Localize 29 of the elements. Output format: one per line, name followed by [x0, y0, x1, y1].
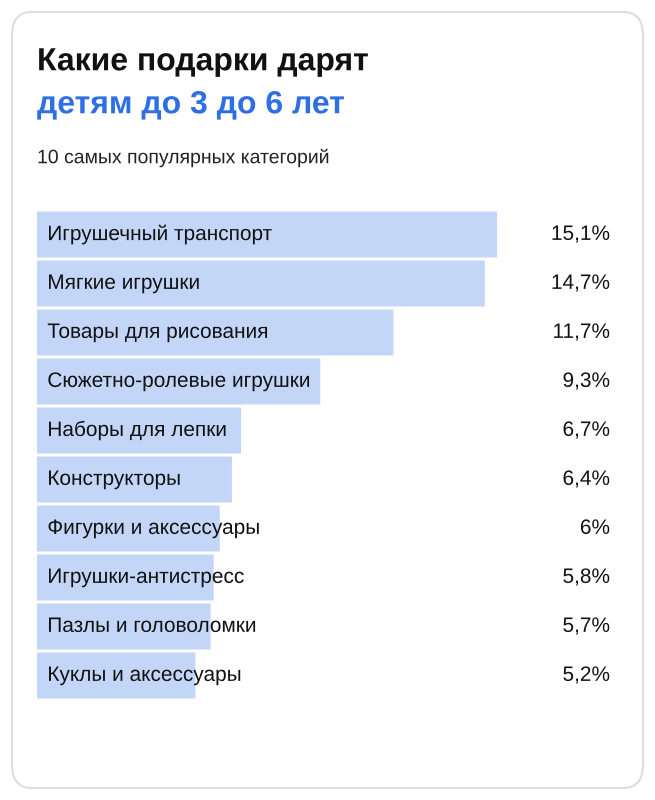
chart-title: Какие подарки дарят	[39, 48, 368, 77]
y-tick-label: Куклы и аксессуары	[49, 666, 240, 686]
y-tick-label: Игрушки-антистресс	[49, 568, 244, 588]
y-tick-label: Игрушечный транспорт	[49, 224, 272, 244]
y-tick-label: Конструкторы	[49, 470, 180, 490]
data-label: 5,2%	[563, 666, 610, 684]
data-label: 6%	[580, 519, 610, 534]
bar	[37, 211, 497, 258]
y-tick-label: Пазлы и головоломки	[48, 618, 256, 632]
data-label: 6,4%	[564, 470, 610, 488]
bar	[37, 407, 242, 454]
data-label: 14,7%	[552, 274, 610, 292]
y-tick-label: Фигурки и аксессуары	[48, 519, 259, 538]
data-label: 11,7%	[554, 323, 610, 341]
data-label: 15,1%	[552, 225, 610, 243]
bar	[37, 260, 485, 307]
y-tick-label: Мягкие игрушки	[49, 274, 199, 294]
chart-subtitle: детям до 3 до 6 лет	[37, 90, 344, 120]
y-tick-label: Товары для рисования	[48, 324, 268, 342]
data-label: 5,7%	[563, 617, 610, 635]
text: 10 самых популярных категорий	[38, 148, 328, 168]
data-label: 5,8%	[563, 568, 610, 586]
y-tick-label: Наборы для лепки	[49, 420, 226, 440]
bar	[37, 358, 320, 405]
y-tick-label: Сюжетно-ролевые игрушки	[48, 372, 310, 392]
bar	[37, 309, 394, 356]
data-label: 9,3%	[563, 372, 610, 390]
data-label: 6,7%	[564, 421, 610, 439]
bar	[37, 456, 232, 503]
